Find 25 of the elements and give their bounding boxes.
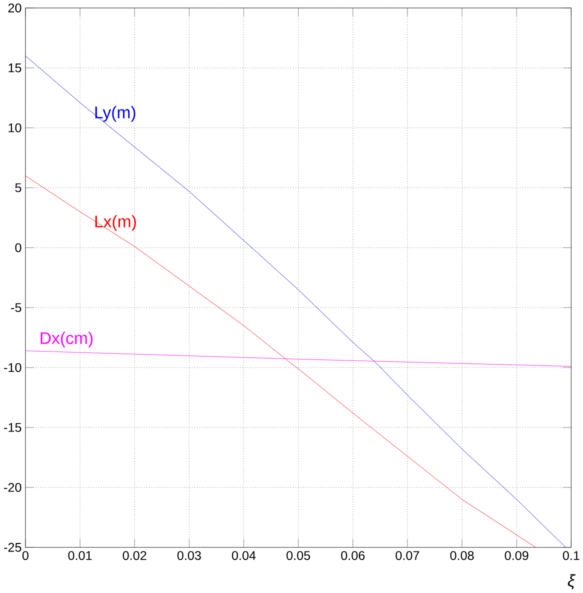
x-tick-label: 0.1 [562,551,580,560]
y-tick-label: 20 [8,4,22,12]
y-tick-label: -15 [4,423,21,432]
y-tick-label: 10 [8,123,22,132]
x-tick-label: 0.04 [232,551,256,560]
x-axis-title: ξ [568,574,576,590]
x-tick-label: 0.09 [504,551,528,560]
x-tick-label: 0.01 [68,551,92,560]
y-tick-label: 15 [8,64,21,72]
y-tick-label: -10 [4,363,22,372]
x-tick-label: 0.07 [395,551,419,560]
series-label: Dx(cm) [40,332,92,348]
series-label: Ly(m) [95,106,136,122]
x-tick-label: 0 [22,551,28,560]
x-tick-label: 0.08 [450,551,474,560]
x-tick-label: 0.06 [340,551,364,560]
x-tick-label: 0.05 [286,551,310,560]
y-tick-label: 0 [15,243,22,252]
x-tick-label: 0.03 [177,551,201,560]
x-tick-label: 0.02 [122,551,146,560]
y-tick-label: 5 [15,183,21,192]
y-tick-label: -20 [4,482,22,492]
series-label: Lx(m) [95,215,136,231]
y-tick-label: -5 [10,303,21,312]
y-tick-label: -25 [4,542,21,552]
